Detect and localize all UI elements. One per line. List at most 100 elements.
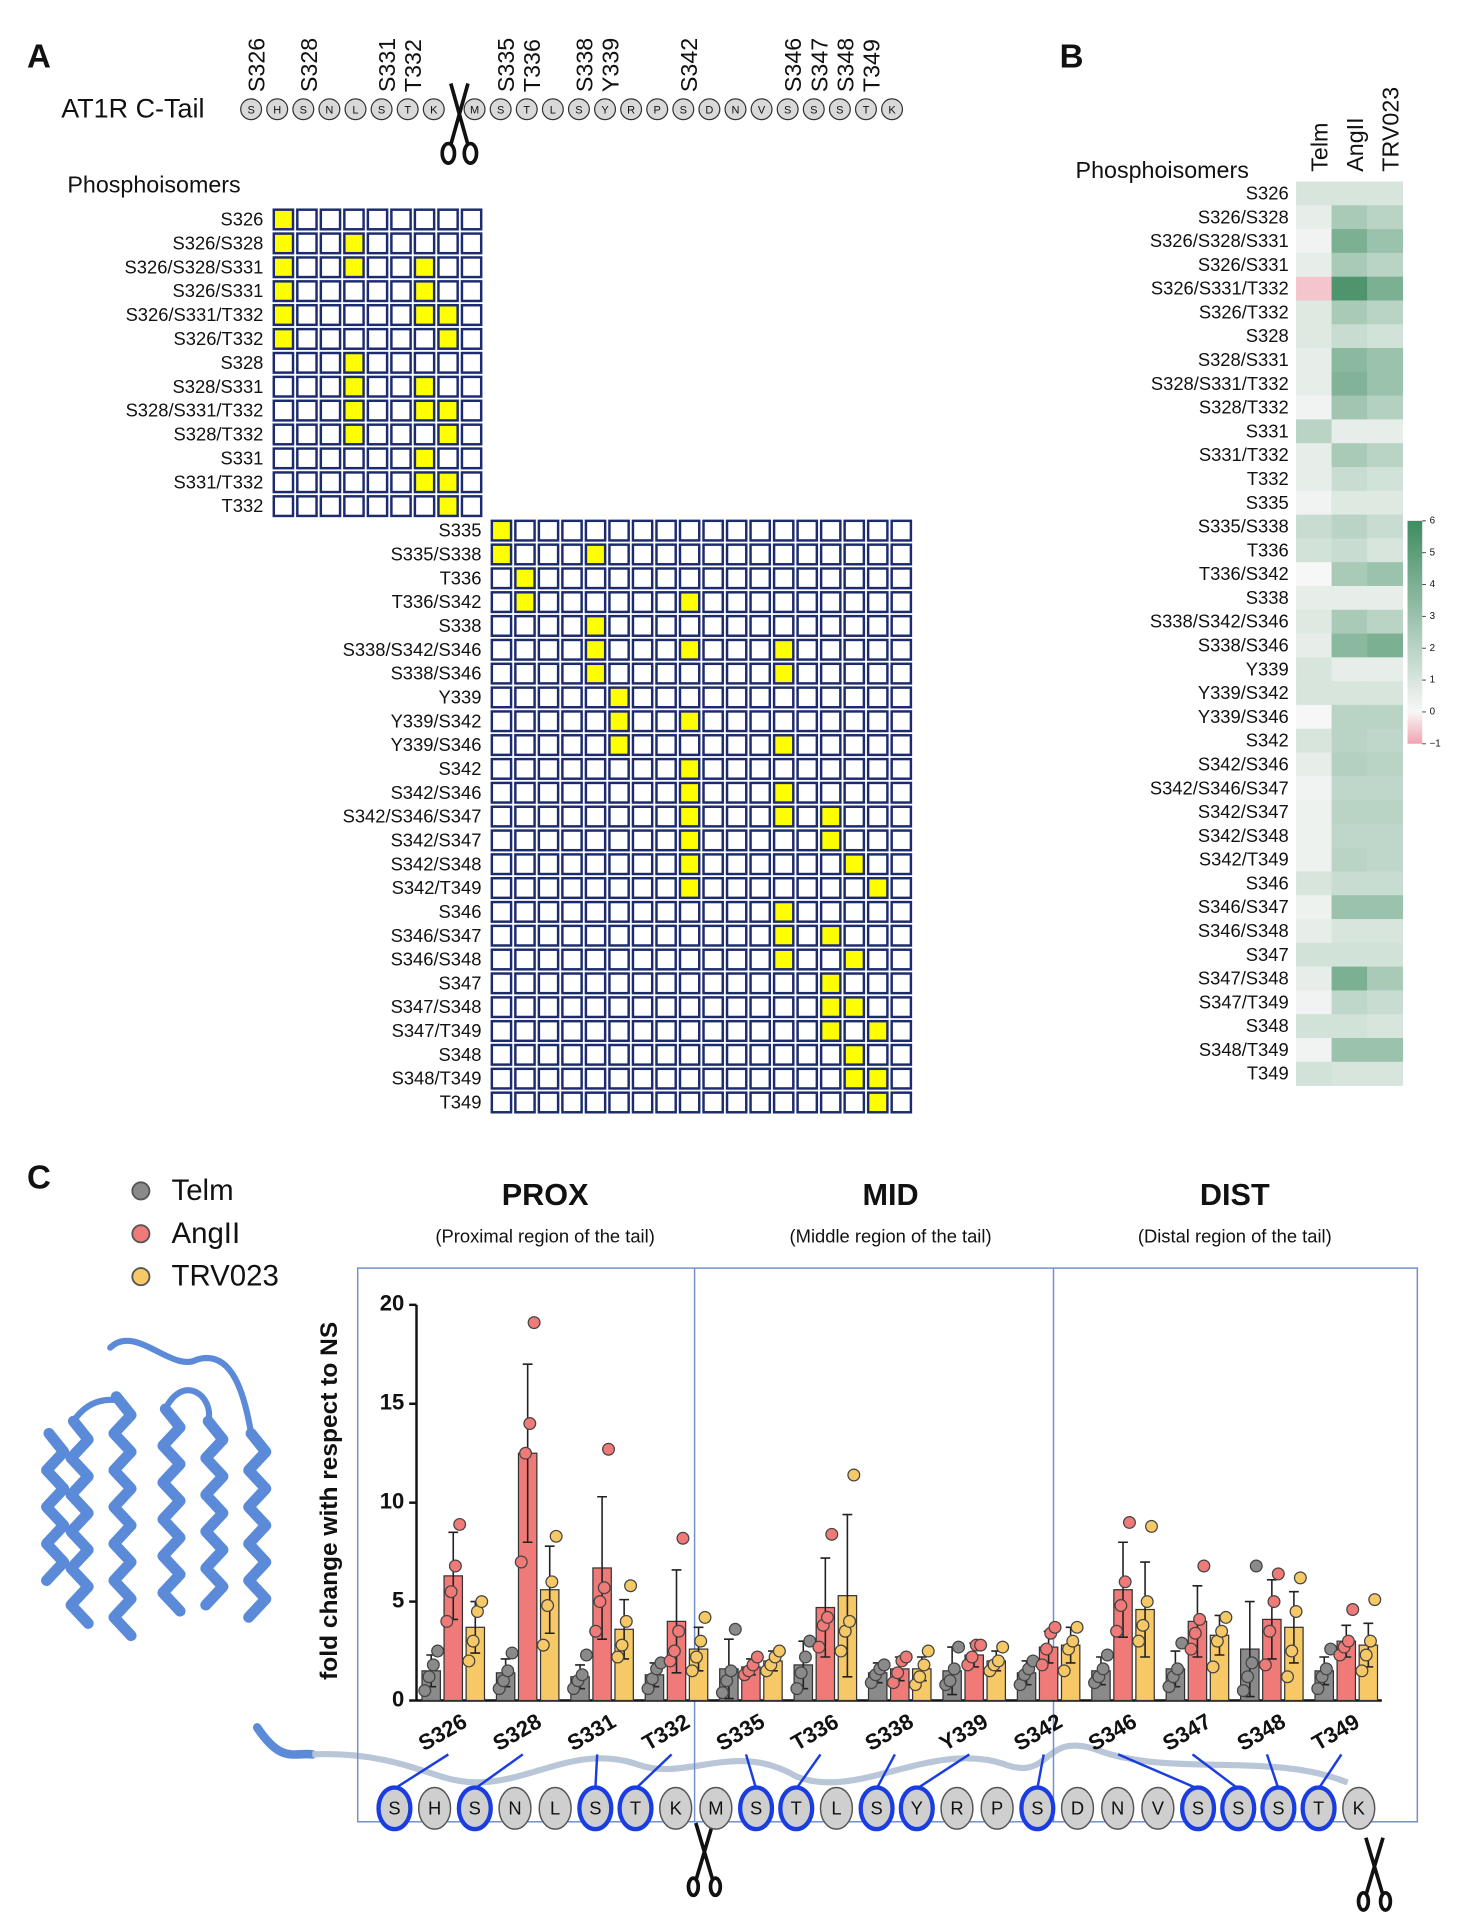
heat-cell bbox=[1296, 562, 1332, 587]
matrix-cell bbox=[772, 1043, 795, 1066]
residue-letter: N bbox=[325, 104, 333, 116]
matrix-cell bbox=[437, 256, 459, 279]
data-point bbox=[1245, 1656, 1259, 1670]
matrix-cell bbox=[490, 519, 513, 542]
matrix-cell bbox=[490, 924, 513, 947]
matrix-cell bbox=[631, 638, 654, 661]
row-label: S328/S331/T332 bbox=[126, 400, 264, 421]
matrix-cell bbox=[390, 208, 412, 231]
matrix-cell bbox=[655, 1019, 677, 1043]
heat-cell bbox=[1296, 895, 1332, 920]
matrix-cell bbox=[460, 208, 483, 231]
row-label: S328/S331 bbox=[173, 376, 264, 397]
matrix-cell bbox=[296, 351, 318, 374]
matrix-cell bbox=[608, 805, 630, 828]
residue-letter: K bbox=[1353, 1797, 1366, 1818]
legend-marker bbox=[131, 1267, 151, 1287]
data-point bbox=[843, 1614, 857, 1628]
matrix-cell bbox=[866, 996, 889, 1019]
matrix-cell bbox=[890, 710, 913, 733]
data-point bbox=[1293, 1571, 1307, 1585]
matrix-cell bbox=[537, 948, 560, 971]
region-title: DIST bbox=[1200, 1178, 1270, 1212]
residue-letter: V bbox=[758, 104, 766, 116]
data-point bbox=[847, 1468, 861, 1482]
residue-letter: M bbox=[708, 1797, 723, 1818]
data-point bbox=[602, 1442, 616, 1456]
matrix-cell bbox=[561, 757, 583, 780]
residue bbox=[422, 98, 445, 121]
residue bbox=[1300, 1785, 1337, 1832]
residue bbox=[577, 1785, 614, 1832]
matrix-cell bbox=[584, 781, 607, 804]
matrix-cell bbox=[584, 853, 607, 876]
data-point bbox=[579, 1648, 593, 1662]
residue bbox=[940, 1786, 974, 1830]
matrix-cell bbox=[437, 375, 459, 398]
residue-letter: S bbox=[750, 1797, 762, 1818]
matrix-cell bbox=[772, 662, 795, 685]
residue-letter: L bbox=[550, 104, 556, 116]
data-point bbox=[1136, 1618, 1150, 1632]
matrix-cell bbox=[725, 805, 748, 828]
matrix-cell bbox=[843, 805, 866, 828]
matrix-cell bbox=[796, 686, 819, 709]
matrix-cell bbox=[796, 996, 819, 1019]
heat-cell bbox=[1331, 324, 1368, 349]
matrix-cell bbox=[843, 519, 866, 542]
matrix-cell bbox=[819, 567, 842, 590]
heat-cell bbox=[1296, 1037, 1332, 1063]
row-label: Y339/S342 bbox=[391, 710, 482, 731]
residue-letter: K bbox=[670, 1797, 683, 1818]
heat-cell bbox=[1296, 585, 1332, 611]
residue bbox=[699, 1786, 733, 1830]
site-label: S342 bbox=[676, 38, 702, 92]
column-label: AngII bbox=[1342, 117, 1368, 171]
matrix-cell bbox=[890, 1019, 913, 1043]
matrix-cell bbox=[749, 638, 772, 661]
matrix-cell bbox=[796, 1043, 819, 1066]
heat-cell bbox=[1367, 490, 1403, 515]
matrix-cell bbox=[655, 614, 677, 637]
residue bbox=[858, 1785, 895, 1832]
matrix-cell bbox=[561, 710, 583, 733]
matrix-cell bbox=[514, 900, 536, 923]
row-label: S326/T332 bbox=[174, 328, 264, 349]
site-connector bbox=[1265, 1754, 1280, 1790]
matrix-cell bbox=[866, 805, 889, 828]
residue-letter: T bbox=[791, 1797, 802, 1818]
matrix-cell bbox=[608, 1043, 630, 1066]
matrix-cell bbox=[514, 686, 536, 709]
data-point bbox=[514, 1555, 528, 1569]
matrix-cell bbox=[866, 781, 889, 804]
matrix-cell bbox=[608, 948, 630, 971]
data-point bbox=[624, 1579, 638, 1593]
heat-cell bbox=[1331, 205, 1368, 230]
x-tick-label: T349 bbox=[1308, 1709, 1364, 1756]
matrix-cell bbox=[772, 543, 795, 566]
matrix-cell bbox=[366, 471, 389, 494]
matrix-cell bbox=[437, 351, 459, 374]
matrix-cell bbox=[843, 829, 866, 852]
matrix-cell bbox=[437, 232, 459, 255]
matrix-cell bbox=[866, 1067, 889, 1090]
residue bbox=[1019, 1785, 1056, 1832]
row-label: Y339/S346 bbox=[391, 734, 482, 755]
matrix-cell bbox=[819, 1091, 842, 1114]
x-tick-label: S326 bbox=[414, 1708, 471, 1755]
matrix-cell bbox=[749, 805, 772, 828]
matrix-cell bbox=[490, 591, 513, 614]
x-tick-label: Y339 bbox=[935, 1708, 992, 1755]
heat-cell bbox=[1367, 585, 1403, 611]
matrix-cell bbox=[819, 924, 842, 947]
matrix-cell bbox=[725, 710, 748, 733]
matrix-cell bbox=[390, 304, 412, 327]
error-bar bbox=[597, 1495, 607, 1640]
matrix-cell bbox=[725, 996, 748, 1019]
matrix-cell bbox=[866, 853, 889, 876]
heat-cell bbox=[1331, 348, 1368, 373]
site-connector bbox=[916, 1753, 970, 1790]
matrix-cell bbox=[631, 567, 654, 590]
matrix-cell bbox=[749, 614, 772, 637]
matrix-cell bbox=[843, 614, 866, 637]
